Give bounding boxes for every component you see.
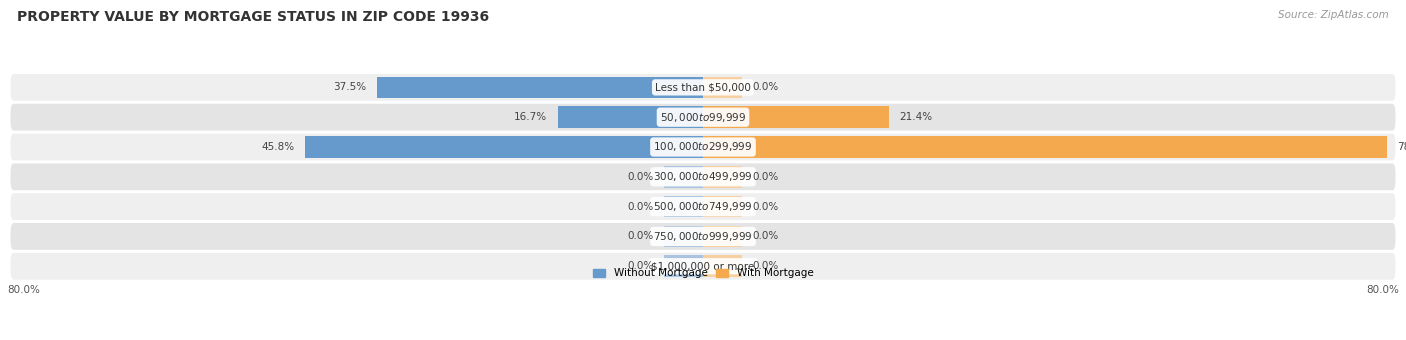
Text: 21.4%: 21.4% <box>900 112 932 122</box>
FancyBboxPatch shape <box>10 193 1396 220</box>
Bar <box>703 226 742 247</box>
FancyBboxPatch shape <box>10 104 1396 131</box>
Text: 45.8%: 45.8% <box>262 142 294 152</box>
Text: 0.0%: 0.0% <box>627 172 654 182</box>
Text: $100,000 to $299,999: $100,000 to $299,999 <box>654 140 752 153</box>
Text: 0.0%: 0.0% <box>627 232 654 241</box>
Bar <box>703 166 742 188</box>
Text: 78.6%: 78.6% <box>1398 142 1406 152</box>
FancyBboxPatch shape <box>10 164 1396 190</box>
Bar <box>377 76 703 98</box>
Text: $50,000 to $99,999: $50,000 to $99,999 <box>659 111 747 124</box>
Text: 80.0%: 80.0% <box>7 285 39 295</box>
Text: 0.0%: 0.0% <box>627 202 654 211</box>
Bar <box>664 255 703 277</box>
FancyBboxPatch shape <box>10 74 1396 101</box>
Text: Less than $50,000: Less than $50,000 <box>655 82 751 92</box>
Text: 0.0%: 0.0% <box>752 82 779 92</box>
Bar <box>703 255 742 277</box>
Text: 0.0%: 0.0% <box>627 261 654 271</box>
Bar <box>703 76 742 98</box>
Text: $1,000,000 or more: $1,000,000 or more <box>651 261 755 271</box>
Text: 37.5%: 37.5% <box>333 82 367 92</box>
Text: PROPERTY VALUE BY MORTGAGE STATUS IN ZIP CODE 19936: PROPERTY VALUE BY MORTGAGE STATUS IN ZIP… <box>17 10 489 24</box>
Text: 0.0%: 0.0% <box>752 232 779 241</box>
FancyBboxPatch shape <box>10 134 1396 160</box>
Bar <box>703 106 889 128</box>
Text: $300,000 to $499,999: $300,000 to $499,999 <box>654 170 752 183</box>
Bar <box>664 226 703 247</box>
Text: $500,000 to $749,999: $500,000 to $749,999 <box>654 200 752 213</box>
FancyBboxPatch shape <box>10 223 1396 250</box>
Bar <box>703 196 742 217</box>
Text: $750,000 to $999,999: $750,000 to $999,999 <box>654 230 752 243</box>
Text: 0.0%: 0.0% <box>752 172 779 182</box>
Text: Source: ZipAtlas.com: Source: ZipAtlas.com <box>1278 10 1389 20</box>
Text: 80.0%: 80.0% <box>1367 285 1399 295</box>
Legend: Without Mortgage, With Mortgage: Without Mortgage, With Mortgage <box>589 264 817 283</box>
Text: 16.7%: 16.7% <box>515 112 547 122</box>
Bar <box>703 136 1386 158</box>
Bar <box>664 196 703 217</box>
FancyBboxPatch shape <box>10 253 1396 279</box>
Bar <box>558 106 703 128</box>
Bar <box>305 136 703 158</box>
Bar <box>664 166 703 188</box>
Text: 0.0%: 0.0% <box>752 202 779 211</box>
Text: 0.0%: 0.0% <box>752 261 779 271</box>
